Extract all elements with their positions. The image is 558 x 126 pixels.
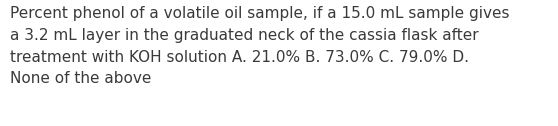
Text: Percent phenol of a volatile oil sample, if a 15.0 mL sample gives
a 3.2 mL laye: Percent phenol of a volatile oil sample,… — [10, 6, 509, 86]
